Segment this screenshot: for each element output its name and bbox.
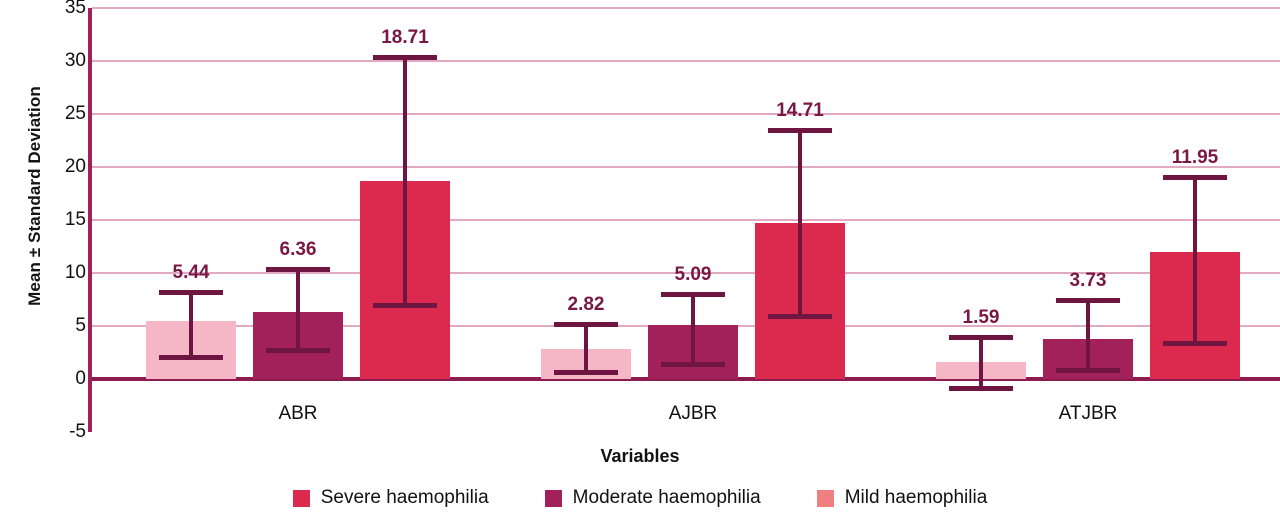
legend-label: Severe haemophilia: [320, 487, 489, 508]
error-bar-stem: [979, 334, 983, 391]
bar-value-label: 2.82: [567, 293, 605, 315]
y-tick-label: -5: [69, 421, 86, 442]
bar-value-label: 5.09: [674, 263, 712, 285]
plot-area: 35 30 25 20 15 10 5 0 -5 5.44 6.36 18.71 2.82 5.09 14…: [65, 0, 1280, 442]
error-bar-cap-bottom: [159, 354, 223, 360]
bar-value-label: 5.44: [172, 261, 210, 283]
error-bar-cap-bottom: [554, 369, 618, 375]
error-bar-cap-bottom: [1163, 341, 1227, 347]
gridline: [92, 219, 1280, 221]
error-bar-cap-bottom: [661, 362, 725, 368]
x-axis-title: Variables: [600, 446, 680, 466]
x-tick-label: AJBR: [668, 403, 718, 424]
bar-value-label: 14.71: [776, 99, 824, 121]
error-bar: [661, 291, 725, 368]
error-bar-stem: [798, 127, 802, 319]
y-tick-label: 30: [64, 50, 86, 71]
error-bar-cap-bottom: [1056, 368, 1120, 374]
x-tick-label: ATJBR: [1058, 403, 1118, 424]
error-bar: [554, 321, 618, 375]
y-tick-label: 15: [64, 209, 86, 230]
bar-value-label: 6.36: [279, 239, 317, 261]
legend-label: Mild haemophilia: [844, 487, 988, 508]
bar-value-label: 1.59: [962, 306, 1000, 328]
gridline: [92, 60, 1280, 62]
y-tick-label: 20: [64, 156, 86, 177]
error-bar-stem: [691, 291, 695, 368]
error-bar: [949, 334, 1013, 391]
gridline: [92, 272, 1280, 274]
error-bar-cap-bottom: [373, 302, 437, 308]
y-tick-label: 25: [64, 103, 86, 124]
error-bar: [159, 289, 223, 360]
y-tick-label: 10: [64, 262, 86, 283]
error-bar: [266, 267, 330, 354]
error-bar-stem: [403, 54, 407, 308]
error-bar: [1056, 297, 1120, 374]
error-bar-stem: [296, 267, 300, 354]
error-bar: [373, 54, 437, 308]
bar-value-label: 11.95: [1171, 146, 1219, 168]
chart-legend: Severe haemophilia Moderate haemophilia Mi…: [0, 487, 1280, 509]
legend-swatch-icon: [292, 489, 310, 507]
legend-swatch-icon: [816, 489, 834, 507]
gridline: [92, 7, 1280, 9]
error-bar: [768, 127, 832, 319]
zero-line: [92, 377, 1280, 381]
legend-swatch-icon: [544, 489, 562, 507]
error-bar-cap-bottom: [768, 313, 832, 319]
error-bar-stem: [1086, 297, 1090, 374]
gridline: [92, 166, 1280, 168]
legend-item[interactable]: Moderate haemophilia: [544, 487, 761, 509]
legend-item[interactable]: Mild haemophilia: [816, 487, 988, 509]
gridline: [92, 113, 1280, 115]
bar-value-label: 3.73: [1069, 269, 1107, 291]
x-tick-label: ABR: [278, 403, 318, 424]
y-axis-title: Mean ± Standard Deviation: [25, 86, 44, 306]
error-bar-stem: [189, 289, 193, 360]
error-bar-stem: [584, 321, 588, 375]
legend-label: Moderate haemophilia: [572, 487, 761, 508]
error-bar: [1163, 174, 1227, 347]
y-tick-label: 5: [75, 315, 86, 336]
bar-value-label: 18.71: [381, 26, 429, 48]
y-tick-label: 0: [75, 368, 86, 389]
y-tick-label: 35: [64, 0, 86, 18]
error-bar-stem: [1193, 174, 1197, 347]
error-bar-cap-bottom: [266, 348, 330, 354]
y-axis-line: [88, 8, 92, 432]
legend-item[interactable]: Severe haemophilia: [292, 487, 489, 509]
error-bar-cap-bottom: [949, 385, 1013, 391]
